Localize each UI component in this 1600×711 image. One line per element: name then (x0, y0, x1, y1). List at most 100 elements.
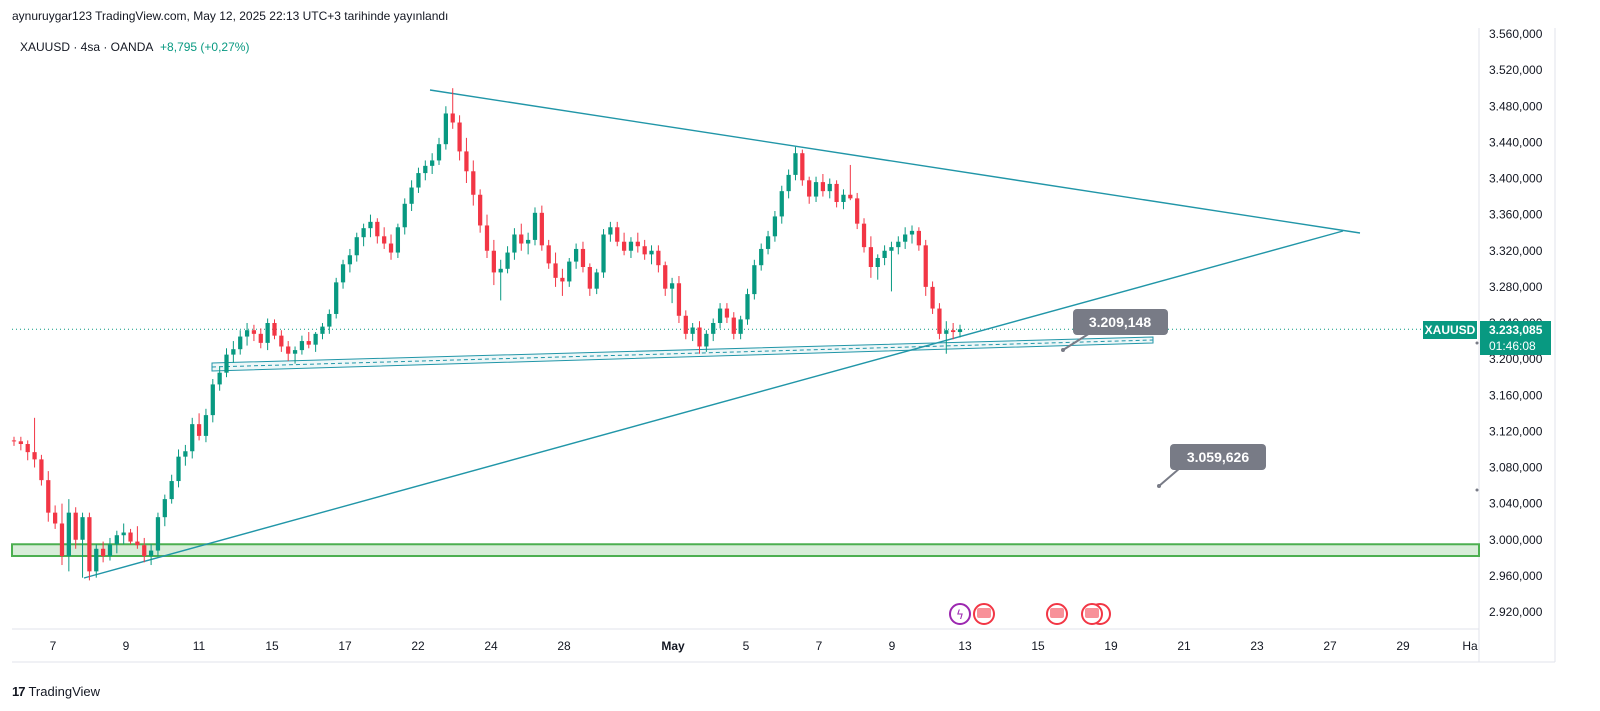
candle-body (656, 250, 661, 266)
candle-body (258, 333, 263, 343)
price-tick-label: 3.360,000 (1489, 208, 1543, 222)
lightning-event-icon[interactable] (949, 603, 971, 625)
candle-body (340, 264, 346, 283)
candle-body (889, 247, 894, 251)
price-callout-2[interactable]: 3.059,626 (1157, 444, 1266, 488)
callout-1-box (1073, 309, 1168, 335)
callout-2-box (1170, 444, 1266, 470)
current-price-tag[interactable]: XAUUSD 3.233,085 01:46:08 (1423, 321, 1551, 355)
candle-body (697, 327, 702, 347)
candle-body (834, 183, 839, 202)
candle-body (196, 424, 202, 436)
upper-trendline[interactable] (429, 89, 1361, 234)
candle-body (176, 456, 181, 482)
us-flag-glyph (1050, 608, 1064, 618)
price-tick-label: 3.200,000 (1489, 352, 1543, 366)
candle-body (80, 517, 85, 540)
time-tick-label: 9 (889, 639, 896, 653)
candle-body (615, 227, 620, 242)
candle-body (916, 230, 921, 246)
time-tick-label: 21 (1177, 639, 1191, 653)
candle-body (183, 451, 188, 457)
candle-body (18, 441, 23, 445)
candle-body (669, 283, 675, 289)
candle-body (841, 194, 846, 202)
price-tick-label: 3.040,000 (1489, 497, 1543, 511)
price-tick-label: 3.120,000 (1489, 424, 1543, 438)
candle-body (265, 323, 270, 343)
candle-body (107, 544, 113, 557)
tradingview-logo-icon: 17 (12, 684, 26, 699)
candle-body (519, 234, 524, 244)
candle-body (663, 265, 668, 289)
candle-body (320, 326, 325, 334)
price-tick-label: 3.480,000 (1489, 99, 1543, 113)
candle-body (800, 153, 805, 181)
lower-trendline[interactable] (83, 230, 1344, 579)
price-tick-label: 2.920,000 (1489, 605, 1543, 619)
candle-body (560, 277, 565, 282)
price-callout-1[interactable]: 3.209,148 (1061, 309, 1168, 352)
symbol-legend[interactable]: XAUUSD · 4sa · OANDA +8,795 (+0,27%) (20, 40, 249, 54)
candle-body (505, 252, 510, 269)
time-tick-label: 19 (1104, 639, 1118, 653)
candle-body (114, 535, 119, 545)
candle-body (87, 517, 92, 572)
candle-body (779, 191, 784, 217)
published-header: aynuruygar123 TradingView.com, May 12, 2… (12, 9, 449, 23)
candle-body (848, 194, 853, 199)
tradingview-logo-text: TradingView (28, 684, 101, 699)
candle-body (25, 444, 30, 453)
tradingview-logo[interactable]: 17 TradingView (12, 684, 100, 699)
candle-body (423, 165, 428, 174)
candle-body (169, 481, 174, 500)
price-tick-label: 3.000,000 (1489, 533, 1543, 547)
candle-body (512, 234, 517, 253)
candle-body (46, 480, 51, 513)
support-zone[interactable] (11, 543, 1480, 558)
price-tick-label: 2.960,000 (1489, 569, 1543, 583)
price-tick-label: 3.080,000 (1489, 461, 1543, 475)
candle-body (299, 341, 305, 351)
candle-body (738, 319, 743, 334)
candle-body (155, 517, 161, 551)
candle-body (957, 329, 963, 333)
candle-body (231, 349, 236, 355)
candle-body (382, 236, 387, 244)
candle-body (39, 459, 44, 481)
candle-body (951, 330, 956, 333)
candle-body (628, 241, 634, 251)
candle-body (313, 333, 318, 345)
candle-body (272, 323, 277, 336)
price-tick-label: 3.280,000 (1489, 280, 1543, 294)
candle-body (327, 313, 332, 327)
time-tick-label: 7 (816, 639, 823, 653)
time-tick-label: Ha (1462, 639, 1478, 653)
candle-body (73, 512, 78, 540)
candle-body (752, 265, 757, 295)
callout-1-pointer (1062, 332, 1091, 351)
price-tick-label: 3.160,000 (1489, 388, 1543, 402)
candle-body (649, 250, 654, 255)
candle-body (244, 330, 250, 337)
candle-body (224, 354, 229, 373)
candle-body (162, 499, 167, 518)
candle-body (368, 221, 373, 229)
candle-body (478, 194, 483, 226)
candle-body (484, 225, 490, 251)
candle-body (621, 241, 627, 251)
candle-body (94, 548, 99, 572)
candle-body (498, 268, 503, 273)
candle-body (121, 532, 126, 536)
time-tick-label: 11 (193, 639, 206, 653)
candle-body (765, 236, 771, 249)
event-icons[interactable]: ϟ (949, 603, 1111, 625)
candle-body (100, 548, 106, 557)
candle-body (820, 182, 826, 192)
candle-body (711, 323, 716, 334)
time-tick-label: 24 (484, 639, 498, 653)
time-tick-label: 13 (958, 639, 972, 653)
time-tick-label: 28 (557, 639, 571, 653)
candle-body (937, 308, 942, 334)
